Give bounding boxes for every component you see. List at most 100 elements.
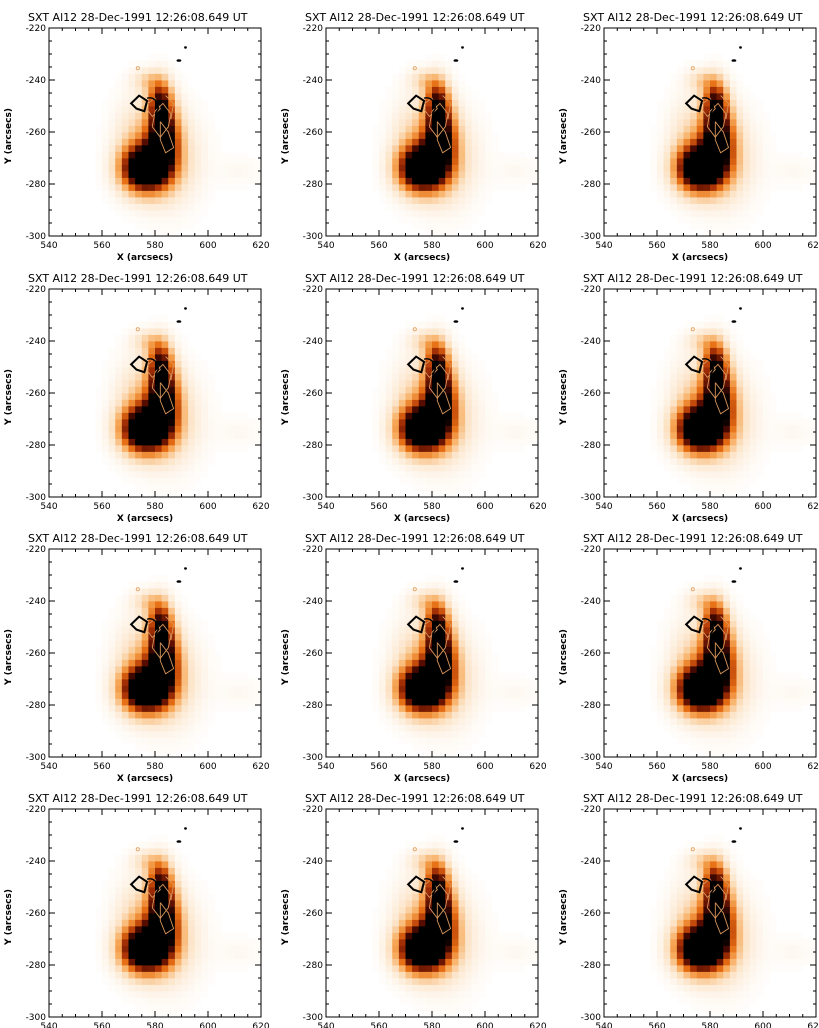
x-tick-label: 560 xyxy=(370,502,387,512)
heatmap-image xyxy=(650,315,817,498)
x-tick-label: 540 xyxy=(40,241,57,251)
x-tick-label: 620 xyxy=(529,502,546,512)
contour-line xyxy=(406,355,426,374)
contour-overlay xyxy=(684,307,742,415)
panel-9: SXT Al12 28-Dec-1991 12:26:08.649 UT 540 5… xyxy=(559,532,819,784)
contour-line xyxy=(461,827,464,830)
y-tick-label: -280 xyxy=(303,961,324,971)
tick-marks xyxy=(325,288,539,498)
x-tick-label: 600 xyxy=(199,502,216,512)
contour-line xyxy=(690,66,695,71)
x-tick-label: 560 xyxy=(648,1022,665,1028)
contour-overlay xyxy=(406,567,464,675)
heatmap-image xyxy=(95,575,262,758)
tick-marks xyxy=(603,548,817,758)
contour-line xyxy=(144,878,161,899)
y-tick-label: -300 xyxy=(581,232,602,242)
x-tick-label: 620 xyxy=(529,241,546,251)
contour-line xyxy=(412,587,417,592)
contour-line xyxy=(129,355,149,374)
y-tick-label: -280 xyxy=(303,180,324,190)
contour-overlay xyxy=(129,307,187,415)
contour-overlay xyxy=(406,46,464,154)
contour-overlay xyxy=(129,567,187,675)
x-axis-label: X (arcsecs) xyxy=(672,774,728,784)
contour-line xyxy=(428,102,449,138)
contour-line xyxy=(421,618,438,639)
x-tick-label: 560 xyxy=(93,762,110,772)
panel-title: SXT Al12 28-Dec-1991 12:26:08.649 UT xyxy=(28,11,248,24)
x-tick-label: 580 xyxy=(146,502,163,512)
y-tick-label: -220 xyxy=(26,24,47,34)
y-axis-label: Y (arcsecs) xyxy=(281,629,291,686)
y-tick-label: -300 xyxy=(303,493,324,503)
tick-marks xyxy=(48,548,262,758)
tick-marks xyxy=(48,27,262,237)
contour-overlay xyxy=(684,567,742,675)
contour-line xyxy=(731,320,737,323)
panel-title: SXT Al12 28-Dec-1991 12:26:08.649 UT xyxy=(305,272,525,285)
contour-line xyxy=(690,847,695,852)
contour-line xyxy=(412,66,417,71)
panel-1: SXT Al12 28-Dec-1991 12:26:08.649 UT 540 5… xyxy=(4,11,270,263)
contour-line xyxy=(731,840,737,843)
contour-line xyxy=(165,356,175,381)
contour-line xyxy=(165,616,175,641)
x-tick-label: 580 xyxy=(423,241,440,251)
y-tick-label: -280 xyxy=(581,180,602,190)
y-tick-label: -260 xyxy=(26,389,47,399)
tick-marks xyxy=(325,548,539,758)
heatmap-image xyxy=(650,835,817,1018)
contour-line xyxy=(442,356,452,381)
contour-line xyxy=(720,876,729,901)
y-axis-label: Y (arcsecs) xyxy=(281,889,291,946)
contour-line xyxy=(442,95,452,120)
panel-title: SXT Al12 28-Dec-1991 12:26:08.649 UT xyxy=(28,272,248,285)
y-tick-label: -280 xyxy=(303,441,324,451)
x-tick-label: 540 xyxy=(595,762,612,772)
x-tick-label: 620 xyxy=(529,1022,546,1028)
x-tick-label: 540 xyxy=(595,502,612,512)
tick-marks xyxy=(48,288,262,498)
contour-line xyxy=(165,876,175,901)
y-tick-label: -260 xyxy=(581,909,602,919)
y-tick-label: -240 xyxy=(26,597,47,607)
panel-10: SXT Al12 28-Dec-1991 12:26:08.649 UT 540 5… xyxy=(4,792,270,1028)
y-tick-label: -300 xyxy=(303,232,324,242)
heatmap-image xyxy=(95,835,262,1018)
y-tick-label: -220 xyxy=(581,24,602,34)
panel-5: SXT Al12 28-Dec-1991 12:26:08.649 UT 540 5… xyxy=(281,272,547,524)
contour-line xyxy=(739,46,742,49)
x-tick-label: 580 xyxy=(701,762,718,772)
panel-title: SXT Al12 28-Dec-1991 12:26:08.649 UT xyxy=(583,792,803,805)
x-tick-label: 620 xyxy=(252,241,269,251)
y-tick-label: -260 xyxy=(581,128,602,138)
contour-line xyxy=(699,358,716,379)
y-tick-label: -240 xyxy=(26,76,47,86)
x-tick-label: 540 xyxy=(317,502,334,512)
panel-title: SXT Al12 28-Dec-1991 12:26:08.649 UT xyxy=(28,532,248,545)
x-tick-label: 560 xyxy=(370,241,387,251)
contour-line xyxy=(176,580,182,583)
heatmap-image xyxy=(372,315,539,498)
y-tick-label: -260 xyxy=(581,649,602,659)
x-tick-label: 620 xyxy=(529,762,546,772)
x-tick-label: 540 xyxy=(317,241,334,251)
contour-line xyxy=(461,46,464,49)
contour-line xyxy=(436,642,452,675)
x-axis-label: X (arcsecs) xyxy=(394,514,450,524)
tick-marks xyxy=(603,808,817,1018)
y-tick-label: -220 xyxy=(26,285,47,295)
panel-title: SXT Al12 28-Dec-1991 12:26:08.649 UT xyxy=(305,532,525,545)
contour-line xyxy=(159,121,175,154)
y-tick-label: -240 xyxy=(303,337,324,347)
x-tick-label: 600 xyxy=(476,502,493,512)
x-axis-label: X (arcsecs) xyxy=(117,774,173,784)
panel-11: SXT Al12 28-Dec-1991 12:26:08.649 UT 540 5… xyxy=(281,792,547,1028)
y-tick-label: -260 xyxy=(303,649,324,659)
x-tick-label: 620 xyxy=(252,502,269,512)
contour-line xyxy=(151,363,172,399)
x-tick-label: 560 xyxy=(93,241,110,251)
y-axis-label: Y (arcsecs) xyxy=(281,369,291,426)
x-tick-label: 560 xyxy=(648,241,665,251)
